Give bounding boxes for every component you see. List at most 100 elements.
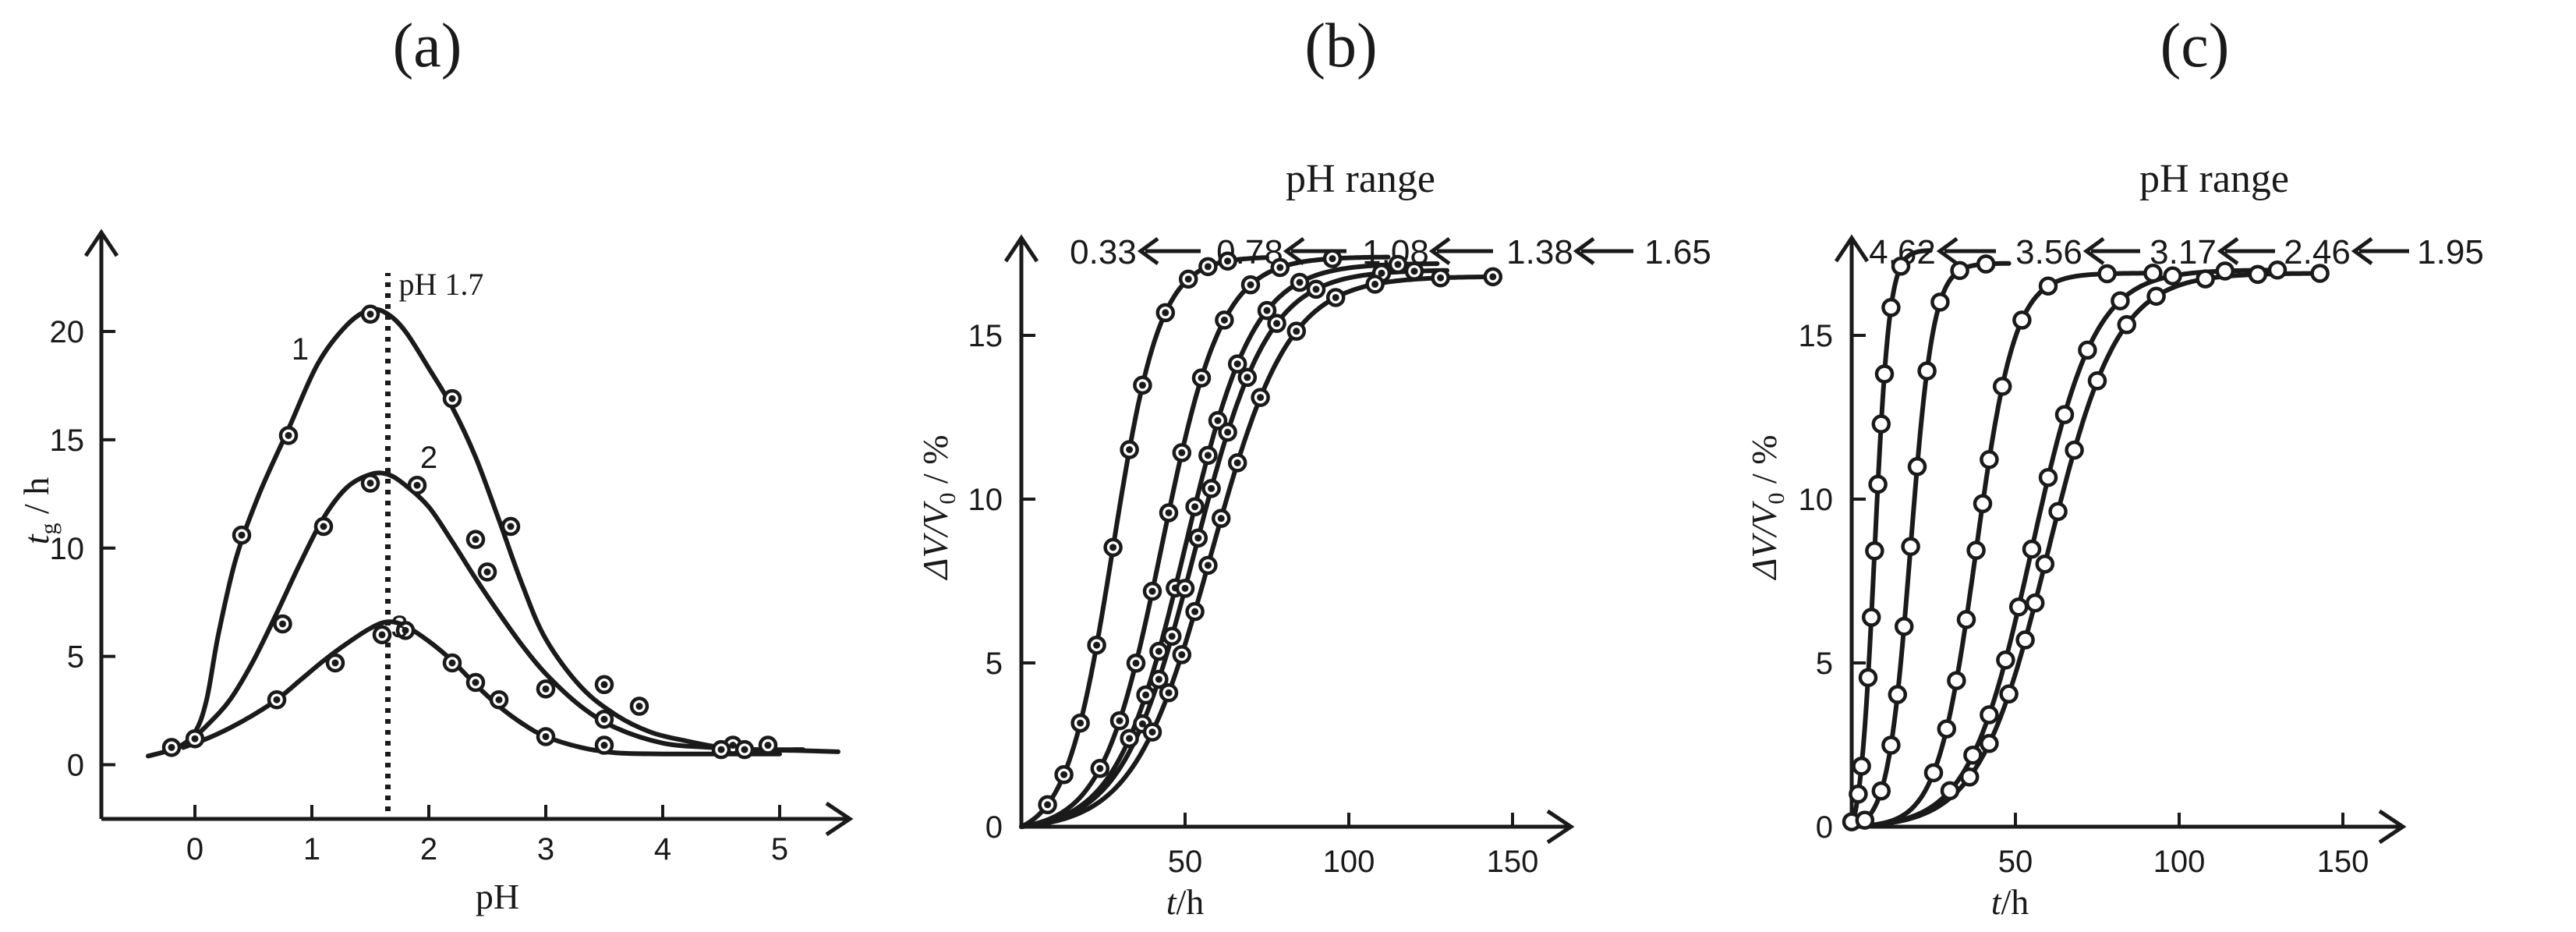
point-a-dot-3-9 — [600, 742, 608, 749]
y-tick-label-b-origin: 0 — [985, 810, 1003, 845]
point-c-3.17-0 — [1923, 763, 1944, 783]
panel-c-points — [1842, 254, 2330, 831]
point-b-dot-1.08-9 — [1296, 278, 1304, 286]
point-c-1.95-2 — [1999, 684, 2019, 704]
y-tick-label-a-2: 10 — [50, 532, 85, 566]
point-a-dot-1-7 — [635, 703, 643, 711]
panel-c-curves — [1849, 248, 2329, 829]
point-c-2.46-2 — [1980, 705, 1999, 725]
range-arrowhead-c-0 — [1936, 236, 1959, 266]
range-title-b: pH range — [1286, 157, 1435, 201]
panel-b-curves — [1019, 254, 1499, 829]
point-c-2.46-9 — [2111, 291, 2130, 310]
x-axis-title-a: pH — [476, 877, 519, 916]
panel-label-b: (b) — [1304, 12, 1377, 80]
range-label-c-4: 1.95 — [2417, 233, 2484, 271]
point-a-dot-1-6 — [600, 681, 608, 689]
y-axis-title-b-sub: 0 — [935, 493, 961, 505]
x-tick-label-a-1: 1 — [303, 832, 320, 866]
point-c-3.17-3 — [1956, 610, 1976, 629]
y-tick-label-b-1: 5 — [985, 647, 1003, 681]
point-c-4.62-1 — [1849, 784, 1868, 804]
point-c-1.95-13 — [2310, 264, 2330, 283]
point-a-dot-2-4 — [472, 536, 479, 544]
point-b-dot-0.78-6 — [1198, 374, 1205, 382]
x-axis-title-c: t/h — [1991, 882, 2029, 922]
curve-b-1.08 — [1019, 261, 1440, 829]
point-c-3.56-10 — [1976, 254, 1996, 274]
point-c-1.95-7 — [2065, 440, 2084, 460]
y-tick-label-a-4: 20 — [50, 315, 85, 349]
y-axis-title-b-main: ΔV/V — [915, 501, 955, 581]
panel-b-ticks: 0 50 100 150 5 10 15 — [968, 319, 1539, 879]
point-c-3.17-4 — [1966, 540, 1986, 560]
point-a-dot-1-8 — [729, 742, 737, 749]
range-label-c-1: 3.56 — [2015, 233, 2082, 271]
y-axis-title-a-sub: g — [36, 523, 62, 535]
point-c-2.46-12 — [2267, 260, 2288, 280]
y-tick-label-a-1: 5 — [67, 640, 84, 675]
point-c-3.17-9 — [2038, 276, 2058, 296]
point-c-4.62-3 — [1858, 668, 1878, 688]
x-tick-label-b-1: 100 — [1323, 845, 1375, 879]
point-c-1.95-9 — [2117, 315, 2137, 335]
series-label-a-3: 3 — [391, 610, 408, 644]
point-c-3.17-8 — [2012, 310, 2032, 330]
point-c-2.46-4 — [2008, 597, 2029, 617]
point-c-4.62-9 — [1881, 298, 1901, 317]
y-tick-label-a-3: 15 — [50, 423, 85, 458]
y-tick-label-c-1: 5 — [1816, 647, 1833, 681]
point-c-2.46-10 — [2163, 266, 2182, 286]
point-c-1.95-1 — [1980, 734, 1999, 753]
point-a-dot-3-10 — [717, 746, 725, 753]
panel-a-points — [161, 304, 778, 760]
point-c-1.95-12 — [2248, 264, 2268, 285]
point-c-3.56-8 — [1930, 292, 1950, 312]
x-tick-label-a-3: 3 — [537, 832, 554, 866]
point-b-dot-1.65-11 — [1437, 274, 1445, 282]
panel-a-curves — [146, 307, 840, 759]
point-a-dot-2-1 — [320, 523, 327, 530]
panel-a-series-labels: 1 2 3 — [292, 332, 437, 644]
point-b-dot-0.33-9 — [1204, 263, 1212, 271]
point-c-4.62-8 — [1874, 364, 1895, 384]
point-a-dot-1-4 — [448, 395, 456, 402]
point-b-dot-0.78-9 — [1276, 264, 1284, 271]
point-b-dot-1.38-1 — [1155, 675, 1162, 683]
point-b-dot-1.08-6 — [1214, 416, 1222, 424]
point-c-2.46-3 — [1996, 650, 2015, 670]
panel-a: (a) 0 1 2 3 4 5 0 5 10 15 20 pH 1.7 1 2 3 pH tg / h — [16, 12, 854, 916]
point-b-dot-0.78-2 — [1132, 659, 1140, 667]
point-c-1.95-8 — [2087, 371, 2107, 391]
y-axis-title-a: tg / h — [16, 477, 62, 545]
panel-b-axes — [1003, 234, 1575, 845]
x-tick-label-c-2: 150 — [2317, 845, 2369, 879]
y-tick-label-c-2: 10 — [1799, 483, 1834, 517]
y-axis-title-a-main: t — [16, 533, 56, 544]
point-a-dot-2-7 — [600, 715, 608, 723]
point-a-dot-1-3 — [366, 310, 374, 318]
point-c-4.62-4 — [1861, 608, 1881, 627]
point-b-dot-0.78-4 — [1165, 509, 1173, 516]
range-label-b-0: 0.33 — [1070, 233, 1137, 271]
point-b-dot-0.33-0 — [1044, 801, 1052, 809]
range-label-b-4: 1.65 — [1644, 233, 1711, 271]
point-a-dot-3-11 — [741, 746, 748, 753]
point-b-dot-1.65-1 — [1165, 689, 1173, 696]
point-c-3.56-1 — [1871, 781, 1891, 801]
point-b-dot-0.33-6 — [1138, 381, 1146, 389]
point-b-dot-1.38-8 — [1273, 320, 1281, 328]
point-c-2.46-8 — [2078, 340, 2097, 360]
x-tick-label-c-1: 100 — [2153, 845, 2206, 879]
point-b-dot-1.08-10 — [1394, 260, 1402, 268]
range-title-c: pH range — [2139, 157, 2289, 201]
point-b-dot-1.65-2 — [1178, 650, 1186, 658]
point-c-4.62-6 — [1868, 474, 1888, 494]
c-y-axis-arrow — [1834, 234, 1870, 263]
point-b-dot-1.65-5 — [1217, 515, 1225, 523]
point-a-dot-3-7 — [495, 696, 503, 703]
point-c-3.56-0 — [1855, 810, 1875, 830]
point-b-dot-1.38-7 — [1244, 374, 1251, 381]
point-c-1.95-3 — [2015, 630, 2035, 650]
y-tick-label-a-0: 0 — [67, 749, 84, 783]
